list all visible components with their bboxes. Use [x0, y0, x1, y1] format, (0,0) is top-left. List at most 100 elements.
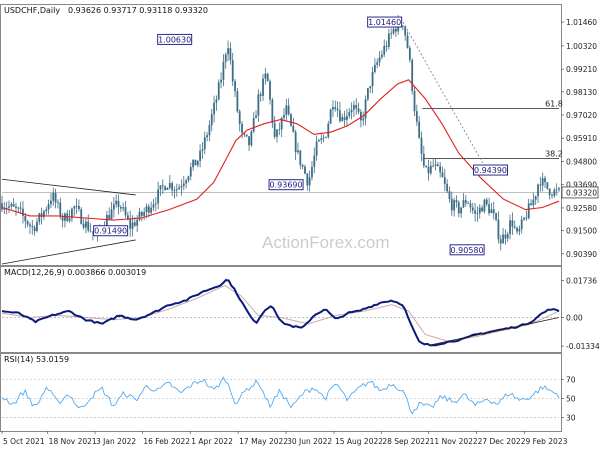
candle-body: [82, 223, 85, 228]
price-annotation-box: [93, 225, 129, 237]
candle-body: [29, 224, 31, 227]
candle-body: [294, 132, 297, 153]
candle-body: [464, 200, 467, 204]
candle-body: [236, 91, 239, 112]
candle-body: [518, 228, 521, 232]
candle-body: [495, 213, 497, 220]
price-axis-label: 1.00320: [566, 42, 597, 51]
candle-body: [185, 180, 188, 184]
x-axis-label: 16 Feb 2022: [143, 437, 190, 446]
candle-body: [178, 187, 181, 190]
candle-body: [469, 203, 472, 208]
candle-body: [196, 160, 199, 166]
candle-body: [255, 115, 257, 118]
price-axis-label: 0.95910: [566, 134, 597, 143]
candle-body: [420, 137, 423, 154]
price-axis-label: 0.93690: [566, 181, 597, 190]
price-annotation-label: 1.00630: [158, 35, 191, 44]
candle-body: [164, 186, 167, 190]
candle-body: [168, 183, 171, 188]
candle-body: [453, 200, 456, 211]
candle-body: [145, 206, 148, 213]
candle-body: [124, 207, 127, 216]
candle-body: [408, 47, 411, 60]
candle-body: [392, 28, 395, 34]
candle-body: [89, 230, 92, 232]
price-annotation-box: [268, 179, 304, 191]
macd-trendline: [430, 317, 560, 346]
candle-body: [17, 207, 20, 209]
candle-body: [406, 35, 409, 48]
candle-body: [411, 59, 414, 91]
candle-body: [161, 185, 164, 187]
macd-panel-frame: [0, 266, 562, 353]
watermark: ActionForex.com: [262, 233, 390, 252]
candle-body: [325, 137, 327, 138]
candle-body: [224, 54, 227, 63]
current-price-marker: [561, 186, 599, 199]
candle-body: [485, 199, 488, 205]
candle-body: [31, 226, 34, 228]
candle-body: [278, 129, 281, 131]
price-axis-label: 0.90390: [566, 250, 597, 259]
candle-body: [462, 200, 465, 208]
price-axis-label: 0.94800: [566, 157, 597, 166]
rsi-header: RSI(14) 53.0159: [4, 355, 69, 364]
candle-body: [490, 209, 493, 214]
candle-body: [68, 218, 71, 221]
candle-body: [117, 200, 120, 207]
x-axis-label: 18 Nov 2021: [49, 437, 97, 446]
candle-body: [481, 207, 483, 212]
candle-body: [497, 219, 500, 240]
candle-body: [192, 159, 195, 168]
candle-body: [182, 183, 185, 187]
x-axis-label: 11 Nov 2022: [430, 437, 478, 446]
candle-body: [159, 185, 162, 190]
x-axis-label: 9 Feb 2023: [525, 437, 567, 446]
candle-body: [115, 200, 118, 205]
candle-body: [467, 203, 470, 205]
candle-body: [201, 149, 204, 151]
macd-axis-label: 0.01736: [566, 276, 597, 285]
candle-body: [250, 131, 253, 146]
candle-body: [36, 221, 38, 231]
candle-body: [353, 104, 355, 110]
rsi-line: [1, 376, 560, 415]
candle-body: [43, 211, 45, 217]
candle-body: [425, 165, 428, 167]
candle-body: [362, 118, 365, 121]
candle-body: [61, 216, 64, 221]
candle-body: [502, 234, 504, 244]
candle-body: [45, 209, 48, 212]
candle-body: [422, 153, 425, 166]
candle-body: [54, 192, 57, 203]
candle-body: [252, 117, 255, 132]
candle-body: [19, 207, 22, 209]
x-axis-label: 5 Oct 2021: [3, 437, 45, 446]
x-axis-label: 17 May 2022: [239, 437, 288, 446]
candle-body: [140, 211, 143, 216]
candle-body: [47, 204, 50, 210]
candle-body: [551, 195, 553, 196]
candle-body: [390, 33, 393, 35]
candle-body: [471, 207, 474, 211]
candle-body: [506, 234, 509, 239]
candle-body: [285, 105, 288, 115]
candle-body: [455, 200, 458, 203]
candle-body: [133, 222, 136, 226]
candle-body: [476, 213, 479, 215]
candle-body: [203, 137, 206, 150]
candle-body: [357, 108, 360, 112]
candle-body: [558, 188, 560, 190]
candle-body: [241, 123, 243, 133]
candle-body: [213, 102, 215, 115]
candle-body: [259, 94, 262, 96]
candle-body: [199, 150, 201, 161]
candle-body: [448, 191, 451, 199]
candle-body: [478, 207, 481, 214]
candle-body: [304, 166, 306, 174]
candle-body: [339, 110, 341, 122]
candle-body: [110, 209, 113, 220]
candle-body: [378, 57, 381, 63]
